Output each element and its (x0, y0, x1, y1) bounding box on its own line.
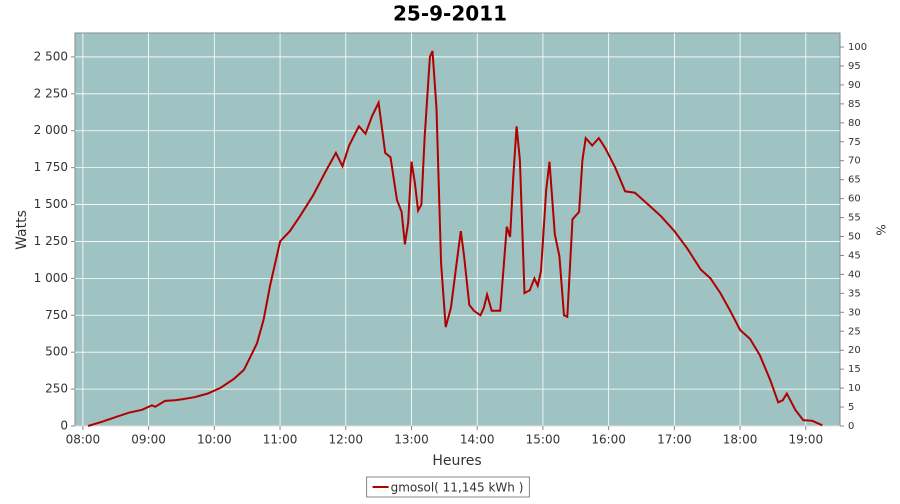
data-line (87, 50, 823, 427)
y-axis-title: Watts (14, 210, 30, 250)
y2-tick-label: 5 (848, 402, 854, 413)
x-axis-title: Heures (432, 453, 481, 469)
y2-tick-label: 65 (848, 175, 861, 186)
y-tick-label: 500 (45, 345, 68, 359)
x-tick-label: 13:00 (394, 433, 429, 447)
y2-tick-label: 20 (848, 345, 861, 356)
legend: gmosol( 11,145 kWh ) (366, 476, 530, 498)
x-tick-label: 15:00 (526, 433, 561, 447)
y-tick-label: 1 750 (34, 160, 68, 174)
y2-tick-label: 50 (848, 232, 861, 243)
x-tick-label: 14:00 (460, 433, 495, 447)
y2-tick-label: 10 (848, 383, 861, 394)
y-tick-label: 1 250 (34, 234, 68, 248)
x-tick-label: 18:00 (723, 433, 758, 447)
y2-tick-label: 55 (848, 213, 861, 224)
x-tick-label: 08:00 (66, 433, 101, 447)
legend-label: gmosol( 11,145 kWh ) (391, 481, 524, 495)
y-tick-label: 1 500 (34, 197, 68, 211)
y2-tick-label: 15 (848, 364, 861, 375)
x-tick-label: 10:00 (197, 433, 232, 447)
y-tick-label: 2 500 (34, 49, 68, 63)
x-tick-label: 16:00 (591, 433, 626, 447)
legend-box (366, 476, 530, 498)
x-tick-label: 09:00 (131, 433, 166, 447)
y2-tick-label: 85 (848, 99, 861, 110)
x-tick-label: 11:00 (263, 433, 298, 447)
y-tick-label: 0 (60, 419, 68, 433)
y2-tick-label: 60 (848, 194, 861, 205)
y2-tick-label: 25 (848, 326, 861, 337)
y2-tick-label: 75 (848, 137, 861, 148)
x-tick-label: 19:00 (789, 433, 824, 447)
y-tick-label: 2 250 (34, 86, 68, 100)
y-tick-label: 1 000 (34, 271, 68, 285)
y2-axis-title: % (874, 224, 888, 235)
plot-area (74, 32, 841, 427)
x-tick-label: 17:00 (657, 433, 692, 447)
y2-tick-label: 70 (848, 156, 861, 167)
y-tick-label: 250 (45, 382, 68, 396)
x-tick-label: 12:00 (328, 433, 363, 447)
y2-tick-label: 30 (848, 307, 861, 318)
y2-tick-label: 95 (848, 61, 861, 72)
y-tick-label: 2 000 (34, 123, 68, 137)
y2-tick-label: 45 (848, 250, 861, 261)
y2-tick-label: 80 (848, 118, 861, 129)
y2-tick-label: 90 (848, 80, 861, 91)
y2-tick-label: 40 (848, 269, 861, 280)
chart-title: 25-9-2011 (393, 2, 507, 26)
y2-tick-label: 35 (848, 288, 861, 299)
y2-tick-label: 0 (848, 421, 854, 432)
y2-tick-label: 100 (848, 42, 867, 53)
y-tick-label: 750 (45, 308, 68, 322)
